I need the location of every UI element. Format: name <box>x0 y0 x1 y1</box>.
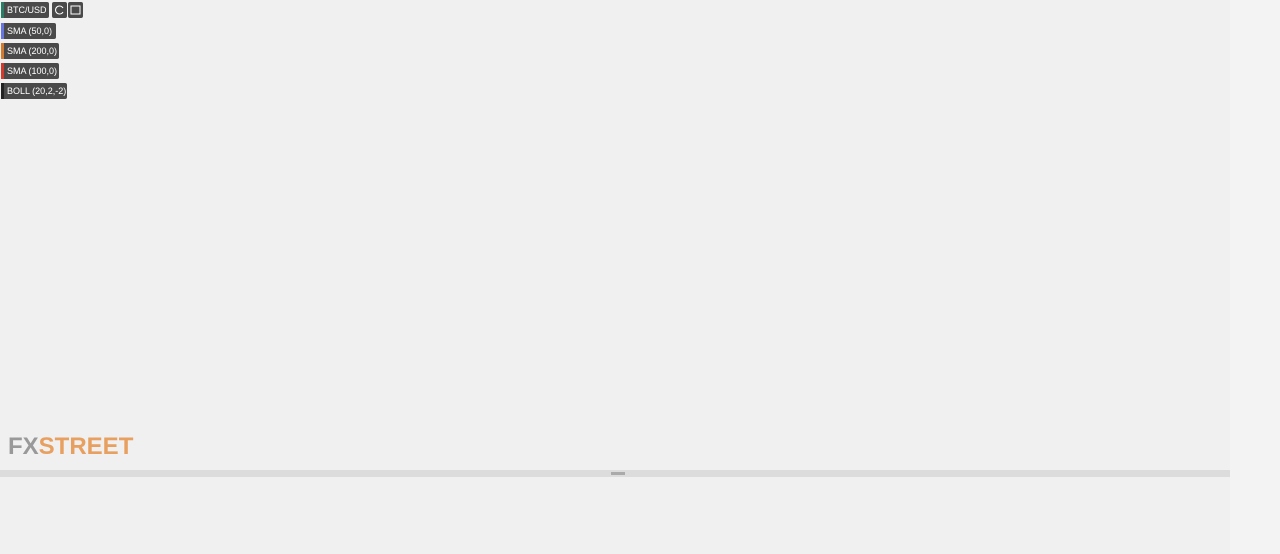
legend-box[interactable] <box>1 63 59 79</box>
calendar-button[interactable] <box>68 2 83 18</box>
divider-handle[interactable] <box>611 472 625 475</box>
legend-swatch <box>1 23 4 39</box>
legend-item[interactable]: SMA (100,0) <box>1 63 59 79</box>
legend-box[interactable] <box>1 43 59 59</box>
legend-box[interactable] <box>1 23 56 39</box>
watermark: FXSTREET <box>8 433 134 460</box>
legend-box[interactable] <box>1 83 67 99</box>
axis-area <box>1230 0 1280 554</box>
legend-swatch <box>1 43 4 59</box>
refresh-icon <box>55 5 64 15</box>
legend-swatch <box>1 83 4 99</box>
watermark-street: STREET <box>39 433 134 460</box>
legend-label: BTC/USD <box>7 5 47 15</box>
legend-box[interactable] <box>1 2 49 18</box>
refresh-button[interactable] <box>52 2 67 18</box>
legend-swatch <box>1 63 4 79</box>
legend-swatch <box>1 2 4 18</box>
legend-label: BOLL (20,2,-2) <box>7 86 66 96</box>
legend-label: SMA (200,0) <box>7 46 57 56</box>
legend-item[interactable]: SMA (50,0) <box>1 23 56 39</box>
watermark-fx: FX <box>8 433 39 460</box>
calendar-icon <box>70 5 81 15</box>
legend-item[interactable]: SMA (200,0) <box>1 43 59 59</box>
legend-item[interactable]: BOLL (20,2,-2) <box>1 83 67 99</box>
legend-item[interactable]: BTC/USD <box>1 2 49 18</box>
legend-label: SMA (50,0) <box>7 26 52 36</box>
legend-label: SMA (100,0) <box>7 66 57 76</box>
plot-area <box>0 0 1230 470</box>
